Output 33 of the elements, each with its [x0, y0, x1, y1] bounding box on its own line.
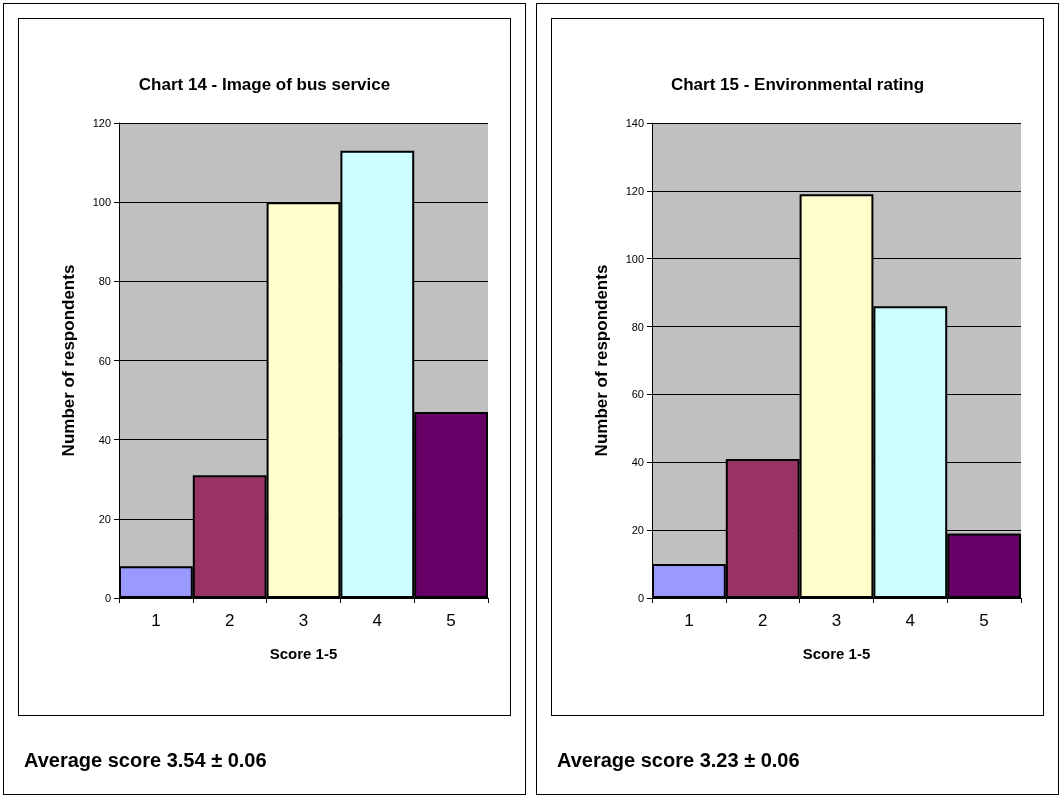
y-tick-label: 60: [631, 388, 644, 401]
y-tick-label: 0: [104, 592, 111, 604]
y-tick-label: 40: [98, 433, 111, 446]
x-tick-label: 5: [446, 611, 456, 630]
y-tick-label: 120: [625, 184, 644, 197]
y-tick-label: 20: [98, 512, 111, 525]
y-tick-label: 100: [625, 252, 644, 265]
x-axis-title: Score 1-5: [269, 645, 338, 662]
y-axis-title: Number of respondents: [592, 264, 611, 457]
x-tick-label: 4: [372, 611, 383, 630]
y-tick-label: 120: [92, 117, 111, 129]
x-tick-label: 2: [757, 611, 768, 630]
text: Average score 3.54 ± 0.06: [24, 749, 267, 772]
y-axis-title: Number of respondents: [59, 264, 78, 457]
y-tick-label: 60: [98, 354, 111, 367]
chart-title: Chart 15 - Environmental rating: [670, 75, 925, 94]
y-tick-label: 140: [625, 117, 644, 129]
y-tick-label: 40: [631, 456, 644, 469]
x-tick-label: 3: [831, 611, 842, 630]
x-tick-label: 3: [298, 611, 309, 630]
x-tick-label: 2: [224, 611, 235, 630]
y-tick-label: 0: [637, 592, 644, 604]
chart-title: Chart 14 - Image of bus service: [138, 75, 391, 94]
x-tick-label: 1: [151, 611, 161, 630]
x-tick-label: 1: [684, 611, 694, 630]
x-tick-label: 4: [905, 611, 916, 630]
y-tick-label: 80: [631, 320, 644, 333]
x-tick-label: 5: [979, 611, 989, 630]
text: Average score 3.23 ± 0.06: [557, 749, 800, 772]
y-tick-label: 100: [92, 196, 111, 209]
y-tick-label: 80: [98, 275, 111, 288]
x-axis-title: Score 1-5: [802, 645, 871, 662]
y-tick-label: 20: [631, 524, 644, 537]
